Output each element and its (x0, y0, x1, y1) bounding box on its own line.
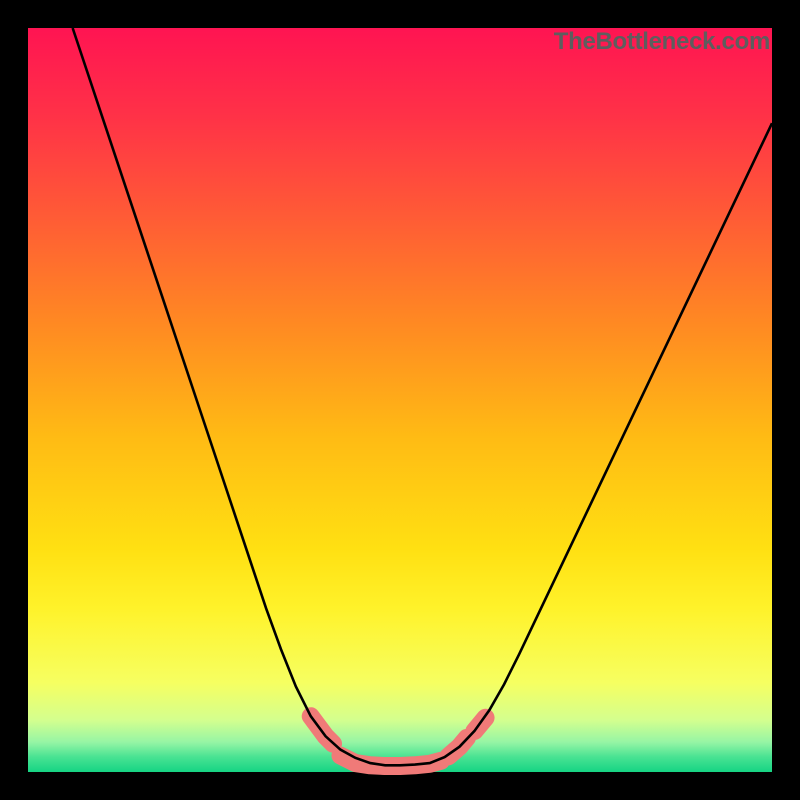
chart-frame: TheBottleneck.com (0, 0, 800, 800)
plot-area (28, 28, 772, 772)
watermark-text: TheBottleneck.com (554, 28, 770, 56)
